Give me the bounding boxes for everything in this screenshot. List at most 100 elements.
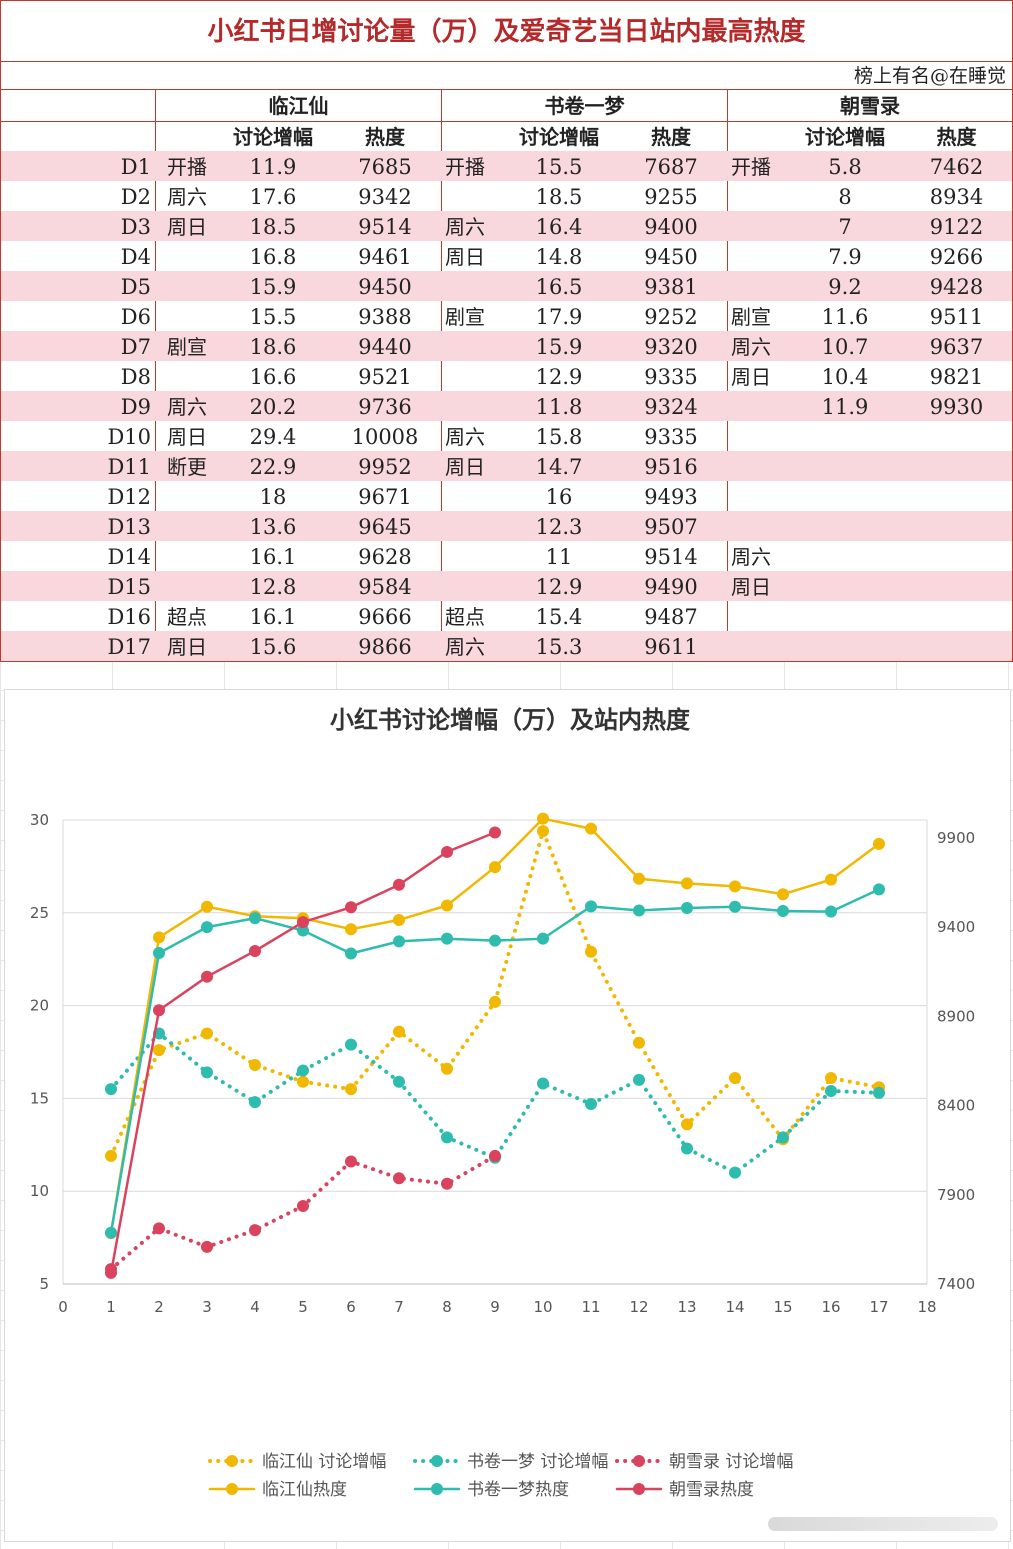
- table-cell-b-note: 周六: [445, 215, 485, 239]
- show-header-linjiangxian: 临江仙: [268, 94, 329, 118]
- chart-title: 小红书讨论增幅（万）及站内热度: [330, 705, 691, 734]
- table-cell-a-d: 11.9: [249, 155, 297, 179]
- table-cell-c-note: [731, 601, 789, 631]
- table-cell-c-d: [789, 481, 901, 511]
- legend-label: 朝雪录热度: [669, 1480, 754, 1500]
- table-cell-c-note: 剧宣: [731, 305, 771, 329]
- x-tick-label: 4: [250, 1298, 260, 1316]
- table-cell-b-note: [445, 181, 503, 211]
- table-cell-a-note: 开播: [167, 155, 207, 179]
- data-point: [441, 845, 453, 858]
- data-point: [777, 888, 789, 901]
- subheader-discussion: 讨论增幅: [233, 125, 313, 149]
- table-cell-a-h: 9461: [358, 245, 412, 269]
- subheader-discussion: 讨论增幅: [519, 125, 599, 149]
- table-cell-c-h: 9266: [929, 245, 984, 269]
- table-cell-a-d: 13.6: [249, 515, 297, 539]
- table-row: D11 断更 22.9 9952 周日 14.7 9516: [1, 451, 1012, 481]
- table-cell-a-h: 9388: [358, 305, 412, 329]
- y-left-tick-label: 5: [39, 1275, 49, 1293]
- table-cell-a-note: [167, 271, 217, 301]
- data-point: [345, 1038, 357, 1051]
- data-point: [297, 924, 309, 937]
- data-point: [633, 1036, 645, 1049]
- table-cell-day: D8: [120, 365, 151, 389]
- table-cell-c-d: 11.6: [821, 305, 869, 329]
- table-cell-b-d: 16.5: [535, 275, 583, 299]
- y-right-tick-label: 8400: [937, 1097, 975, 1115]
- data-point: [729, 900, 741, 913]
- table-cell-a-h: 9645: [358, 515, 412, 539]
- table-cell-a-note: [167, 481, 217, 511]
- table-row: D4 16.8 9461 周日 14.8 9450 7.9 9266: [1, 241, 1012, 271]
- table-cell-c-h: [901, 601, 1012, 631]
- table-cell-c-note: 周六: [731, 335, 771, 359]
- table-cell-b-note: [445, 331, 503, 361]
- table-cell-a-h: 9628: [358, 545, 412, 569]
- table-row: D14 16.1 9628 11 9514 周六: [1, 541, 1012, 571]
- data-point: [345, 901, 357, 914]
- legend-label: 书卷一梦 讨论增幅: [467, 1452, 608, 1472]
- table-cell-c-h: [901, 571, 1012, 601]
- x-tick-label: 18: [917, 1298, 936, 1316]
- table-cell-a-note: 剧宣: [167, 335, 207, 359]
- table-cell-a-h: 9584: [358, 575, 412, 599]
- data-point: [297, 916, 309, 929]
- table-cell-c-h: 9637: [929, 335, 984, 359]
- legend-label: 临江仙 讨论增幅: [262, 1452, 386, 1472]
- table-cell-c-h: 9122: [929, 215, 984, 239]
- table-cell-a-h: 9342: [358, 185, 412, 209]
- data-point: [825, 905, 837, 918]
- data-point: [441, 1177, 453, 1190]
- data-point: [105, 1266, 117, 1279]
- x-tick-label: 14: [725, 1298, 744, 1316]
- table-cell-b-note: 开播: [445, 155, 485, 179]
- data-point: [153, 946, 165, 959]
- table-cell-a-note: 周六: [167, 395, 207, 419]
- table-cell-c-h: [901, 631, 1012, 661]
- data-point: [825, 1071, 837, 1084]
- table-cell-day: D13: [107, 515, 151, 539]
- table-cell-c-h: 7462: [929, 155, 984, 179]
- line-chart: 小红书讨论增幅（万）及站内热度 510152025307400790084008…: [30, 705, 975, 1500]
- legend-marker: [633, 1455, 645, 1467]
- subheader-heat: 热度: [936, 125, 977, 149]
- table-cell-b-note: [445, 271, 503, 301]
- table-row: D9 周六 20.2 9736 11.8 9324 11.9 9930: [1, 391, 1012, 421]
- table-row: D10 周日 29.4 10008 周六 15.8 9335: [1, 421, 1012, 451]
- table-cell-c-d: 10.4: [821, 365, 869, 389]
- table-cell-b-note: [445, 511, 503, 541]
- table-cell-b-h: 9335: [644, 425, 698, 449]
- data-point: [249, 1058, 261, 1071]
- table-cell-b-note: 超点: [445, 605, 485, 629]
- table-cell-c-h: 9511: [929, 305, 984, 329]
- data-point: [441, 899, 453, 912]
- table-cell-c-d: 9.2: [828, 275, 862, 299]
- table-cell-a-note: [167, 241, 217, 271]
- table-cell-a-note: 断更: [167, 455, 207, 479]
- data-point: [201, 900, 213, 913]
- series-line: [109, 817, 881, 1235]
- table-cell-c-note: [731, 481, 789, 511]
- table-cell-c-h: [901, 421, 1012, 451]
- table-cell-a-h: 9514: [358, 215, 412, 239]
- table-cell-a-h: 9671: [358, 485, 412, 509]
- table-cell-c-note: [731, 241, 789, 271]
- table-cell-c-note: 周六: [731, 545, 771, 569]
- table-cell-c-d: 7: [838, 215, 852, 239]
- table-cell-a-d: 16.1: [249, 545, 297, 569]
- table-row: D13 13.6 9645 12.3 9507: [1, 511, 1012, 541]
- table-cell-c-note: 周日: [731, 365, 771, 389]
- data-point: [345, 923, 357, 936]
- data-point: [777, 905, 789, 918]
- table-cell-c-d: [789, 601, 901, 631]
- table-cell-a-d: 18.5: [249, 215, 297, 239]
- data-point: [345, 1083, 357, 1096]
- data-point: [537, 932, 549, 945]
- legend-marker: [226, 1455, 238, 1467]
- data-point: [297, 1075, 309, 1088]
- table-cell-day: D15: [107, 575, 151, 599]
- column-divider: [441, 89, 442, 661]
- y-left-tick-label: 15: [30, 1089, 49, 1107]
- data-point: [825, 1084, 837, 1097]
